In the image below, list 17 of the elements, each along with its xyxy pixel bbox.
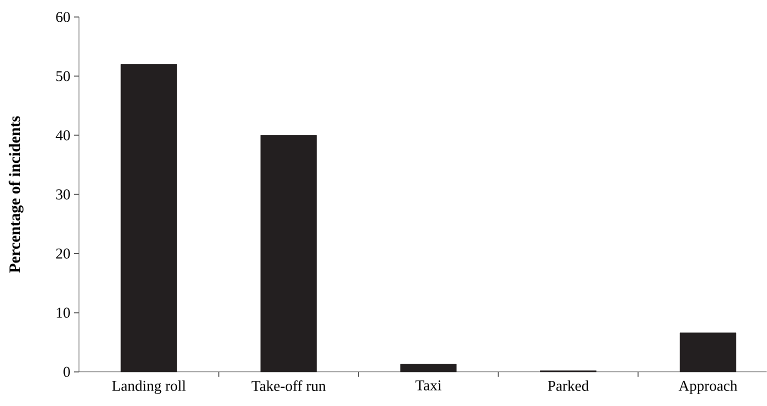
y-tick-label: 30 — [56, 189, 70, 200]
bar — [120, 64, 178, 372]
y-tick-label: 0 — [64, 366, 70, 377]
bar — [260, 135, 317, 372]
y-tick-label: 60 — [56, 12, 70, 22]
bar — [400, 364, 457, 372]
bar — [680, 332, 736, 372]
x-tick-label: Taxi — [416, 380, 442, 390]
x-tick-label: Landing roll — [112, 380, 186, 394]
x-tick-label: Approach — [678, 380, 738, 394]
y-tick-label: 40 — [56, 130, 70, 140]
x-tick-label: Take-off run — [252, 380, 326, 392]
x-tick-label: Parked — [548, 380, 589, 391]
y-tick-label: 20 — [56, 248, 70, 259]
y-tick-label: 50 — [56, 71, 70, 82]
y-axis-title: Percentage of incidents — [8, 116, 24, 273]
y-tick-label: 10 — [56, 308, 70, 318]
